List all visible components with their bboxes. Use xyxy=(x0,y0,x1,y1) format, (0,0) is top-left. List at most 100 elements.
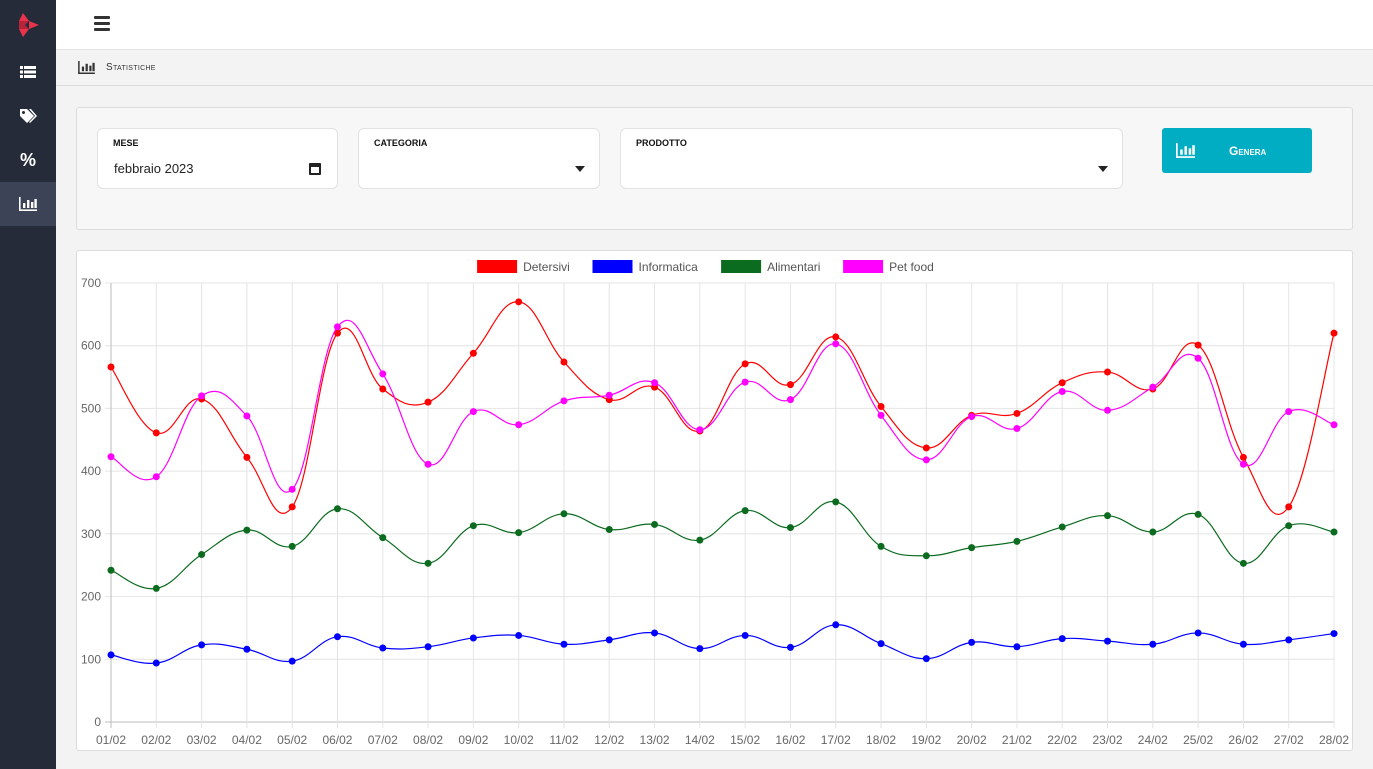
sidebar-item-discounts[interactable]: % xyxy=(0,138,56,182)
x-tick-label: 26/02 xyxy=(1228,733,1258,747)
x-tick-label: 08/02 xyxy=(413,733,443,747)
menu-toggle-icon[interactable] xyxy=(94,16,110,32)
bar-chart-icon xyxy=(78,61,95,74)
sidebar-item-statistics[interactable] xyxy=(0,182,56,226)
x-tick-label: 16/02 xyxy=(775,733,805,747)
legend-swatch xyxy=(477,260,518,273)
data-point xyxy=(560,640,568,648)
data-point xyxy=(333,633,341,641)
data-point xyxy=(198,551,206,559)
data-point xyxy=(424,460,432,468)
chart-panel: 0 100 200 300 400 500 600 700 01/02 02/02 03/02 04/… xyxy=(76,250,1353,751)
data-point xyxy=(1058,379,1066,387)
data-point xyxy=(922,655,930,663)
sidebar: % xyxy=(0,0,56,769)
data-point xyxy=(1330,421,1338,429)
category-select[interactable]: CATEGORIA xyxy=(358,128,600,189)
bar-chart-icon xyxy=(19,197,37,211)
x-tick-label: 02/02 xyxy=(141,733,171,747)
data-point xyxy=(922,552,930,560)
month-value[interactable]: febbraio 2023 xyxy=(114,161,194,176)
calendar-icon[interactable] xyxy=(309,163,321,175)
data-point xyxy=(152,429,160,437)
legend-label: Detersivi xyxy=(523,260,570,274)
data-point xyxy=(1013,643,1021,651)
app-logo[interactable] xyxy=(0,0,56,50)
x-tick-label: 12/02 xyxy=(594,733,624,747)
data-point xyxy=(1239,460,1247,468)
breadcrumb: Statistiche xyxy=(56,50,1373,86)
x-tick-label: 11/02 xyxy=(549,733,578,747)
y-tick-label: 600 xyxy=(81,339,101,353)
data-point xyxy=(107,651,115,659)
data-point xyxy=(469,634,477,642)
data-point xyxy=(877,542,885,550)
generate-button[interactable]: Genera xyxy=(1162,128,1312,173)
data-point xyxy=(877,403,885,411)
data-point xyxy=(424,643,432,651)
data-point xyxy=(107,566,115,574)
data-point xyxy=(696,426,704,434)
data-point xyxy=(786,524,794,532)
data-point xyxy=(107,453,115,461)
y-tick-label: 500 xyxy=(81,401,101,415)
data-point xyxy=(741,631,749,639)
legend-swatch xyxy=(843,260,884,273)
data-point xyxy=(651,520,659,528)
x-tick-label: 15/02 xyxy=(730,733,760,747)
tags-icon xyxy=(20,109,37,123)
sidebar-item-tags[interactable] xyxy=(0,94,56,138)
data-point xyxy=(1058,523,1066,531)
data-point xyxy=(515,421,523,429)
data-point xyxy=(424,398,432,406)
data-point xyxy=(469,349,477,357)
data-point xyxy=(922,456,930,464)
x-tick-label: 07/02 xyxy=(368,733,398,747)
series-line xyxy=(110,624,1335,664)
month-field[interactable]: MESE febbraio 2023 xyxy=(97,128,338,189)
category-label: CATEGORIA xyxy=(374,138,428,148)
product-label: PRODOTTO xyxy=(636,138,687,148)
product-select[interactable]: PRODOTTO xyxy=(620,128,1123,189)
sidebar-item-list[interactable] xyxy=(0,50,56,94)
data-point xyxy=(968,638,976,646)
data-point xyxy=(469,522,477,530)
x-tick-label: 19/02 xyxy=(911,733,941,747)
y-tick-label: 300 xyxy=(81,527,101,541)
logo-icon xyxy=(19,13,39,37)
data-point xyxy=(1104,368,1112,376)
data-point xyxy=(1285,636,1293,644)
data-point xyxy=(333,323,341,331)
data-point xyxy=(333,329,341,337)
data-point xyxy=(1239,640,1247,648)
data-point xyxy=(832,340,840,348)
bar-chart-icon xyxy=(1176,143,1195,158)
data-point xyxy=(560,510,568,518)
data-point xyxy=(1194,510,1202,518)
percent-icon: % xyxy=(19,149,36,170)
data-point xyxy=(1149,383,1157,391)
data-point xyxy=(1194,354,1202,362)
data-point xyxy=(1013,537,1021,545)
data-point xyxy=(741,378,749,386)
data-point xyxy=(152,659,160,667)
data-point xyxy=(1285,408,1293,416)
top-bar xyxy=(56,0,1373,50)
legend-swatch xyxy=(721,260,762,273)
data-point xyxy=(1058,635,1066,643)
data-point xyxy=(243,453,251,461)
chevron-down-icon[interactable] xyxy=(1098,166,1108,172)
data-point xyxy=(741,360,749,368)
data-point xyxy=(152,473,160,481)
list-icon xyxy=(20,66,36,78)
data-point xyxy=(832,621,840,629)
data-point xyxy=(922,444,930,452)
x-tick-label: 17/02 xyxy=(821,733,851,747)
data-point xyxy=(1058,387,1066,395)
data-point xyxy=(333,505,341,513)
x-tick-label: 06/02 xyxy=(322,733,352,747)
data-point xyxy=(288,542,296,550)
chevron-down-icon[interactable] xyxy=(575,166,585,172)
data-point xyxy=(786,643,794,651)
x-tick-label: 21/02 xyxy=(1002,733,1032,747)
